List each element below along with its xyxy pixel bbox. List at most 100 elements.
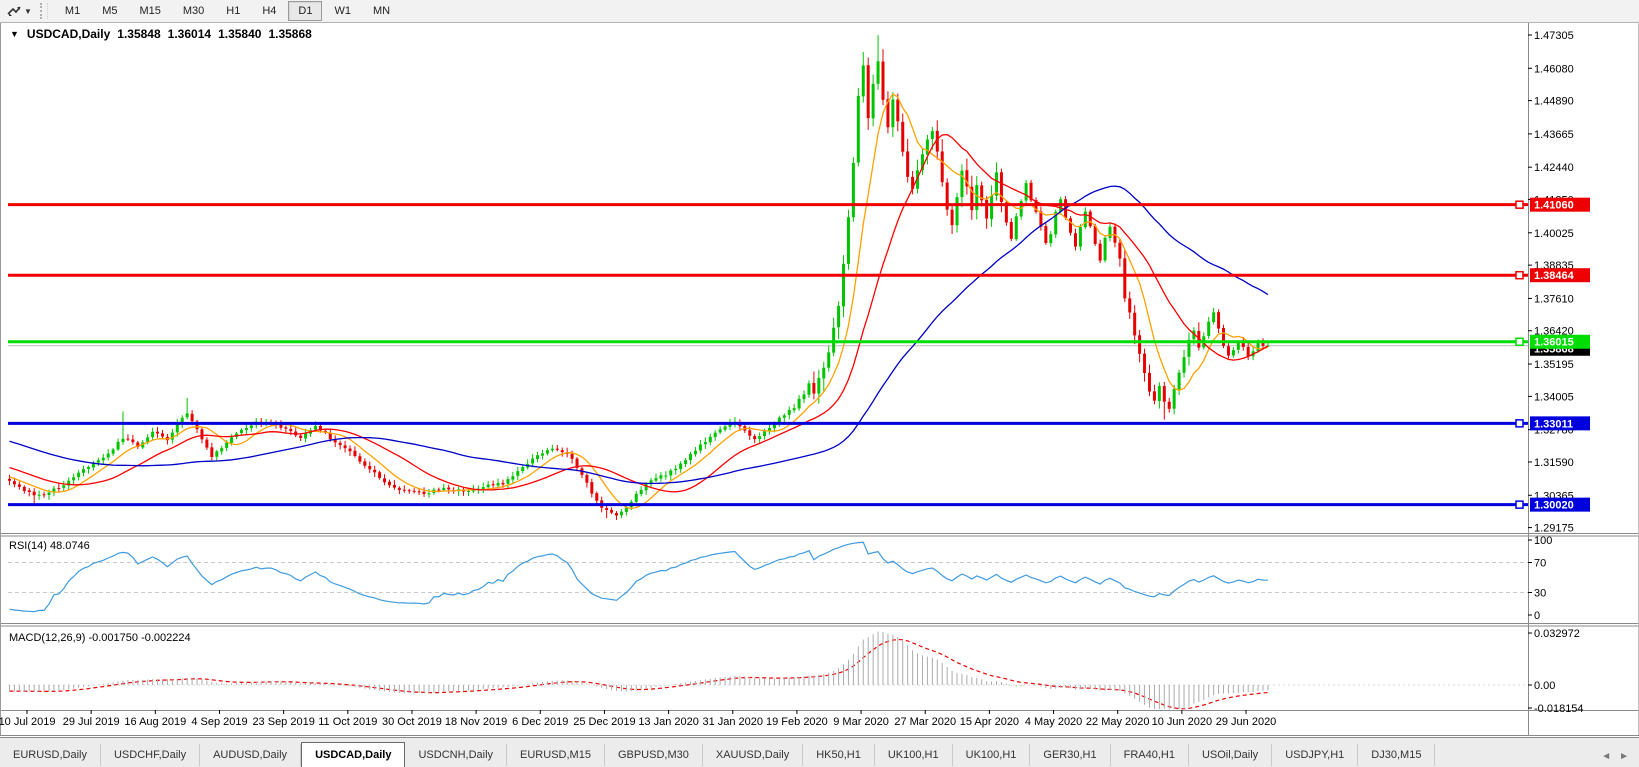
chevron-down-icon[interactable]: ▼ [24,6,32,16]
svg-text:18 Nov 2019: 18 Nov 2019 [445,716,507,728]
level-line-1.33011[interactable]: 1.33011 [8,416,1590,431]
svg-text:10 Jul 2019: 10 Jul 2019 [0,716,55,728]
level-line-1.41060[interactable]: 1.41060 [8,197,1590,212]
svg-text:16 Aug 2019: 16 Aug 2019 [124,716,186,728]
level-line-1.38464[interactable]: 1.38464 [8,268,1590,283]
svg-text:1.43665: 1.43665 [1534,129,1574,141]
svg-text:100: 100 [1534,535,1552,547]
bottom-tab-DJ30-M15[interactable]: DJ30,M15 [1358,744,1436,766]
rsi-label: RSI(14) 48.0746 [9,540,90,552]
svg-text:31 Jan 2020: 31 Jan 2020 [702,716,763,728]
rsi-pane: 100 70 30 0 [8,535,1552,622]
svg-text:27 Mar 2020: 27 Mar 2020 [894,716,956,728]
date-axis: 10 Jul 2019 29 Jul 2019 16 Aug 2019 4 Sep 2… [0,710,1276,728]
current-price-line: 1.35868 [8,341,1590,356]
svg-text:0: 0 [1534,610,1540,622]
svg-text:1.46080: 1.46080 [1534,63,1574,75]
chart-tab-bar: EURUSD,Daily USDCHF,Daily AUDUSD,Daily USDC… [0,737,1639,767]
svg-text:23 Sep 2019: 23 Sep 2019 [252,716,314,728]
svg-text:30: 30 [1534,588,1546,600]
chart-shift-icon[interactable] [4,2,24,20]
chart-symbol-ohlc: ▼ USDCAD,Daily 1.35848 1.36014 1.35840 1… [10,27,312,41]
macd-pane: 0.032972 0.00 -0.018154 [8,628,1584,715]
timeframe-button-H1[interactable]: H1 [226,5,241,17]
svg-text:6 Dec 2019: 6 Dec 2019 [512,716,568,728]
svg-text:1.36015: 1.36015 [1534,337,1574,349]
timeframe-button-M5[interactable]: M5 [102,5,118,17]
svg-text:-0.018154: -0.018154 [1534,703,1584,715]
svg-text:22 May 2020: 22 May 2020 [1086,716,1150,728]
candles-layer [8,35,1270,520]
svg-text:1.29175: 1.29175 [1534,523,1574,535]
chevron-down-icon[interactable]: ▼ [10,29,19,39]
ma-mid-line [9,133,1269,493]
svg-text:4 May 2020: 4 May 2020 [1025,716,1082,728]
rsi-line [9,541,1268,613]
svg-text:1.34005: 1.34005 [1534,391,1574,403]
pane-frame [0,22,1639,736]
bottom-tab-GBPUSD-M30[interactable]: GBPUSD,M30 [604,744,703,766]
timeframe-button-D1[interactable]: D1 [288,1,323,21]
bottom-tab-USOil-Daily[interactable]: USOil,Daily [1188,744,1273,766]
tab-scroll-right-icon[interactable]: ► [1619,751,1629,762]
toolbar-grip [39,3,48,19]
svg-text:1.40025: 1.40025 [1534,228,1574,240]
ohlc-low: 1.35840 [218,27,262,41]
timeframe-button-M30[interactable]: M30 [182,5,205,17]
tab-scroll-arrows: ◄ ► [1601,751,1629,762]
timeframe-button-M1[interactable]: M1 [64,5,81,17]
svg-text:1.37610: 1.37610 [1534,293,1574,305]
chart-canvas[interactable]: 1.473051.460801.448901.436651.424401.412… [0,22,1639,736]
timeframe-button-MN[interactable]: MN [372,5,391,17]
bottom-tab-GER30-H1[interactable]: GER30,H1 [1030,744,1111,766]
ma-slow-line [9,185,1269,485]
svg-text:70: 70 [1534,558,1546,570]
bottom-tab-EURUSD-M15[interactable]: EURUSD,M15 [507,744,605,766]
svg-text:1.42440: 1.42440 [1534,162,1574,174]
svg-text:29 Jul 2019: 29 Jul 2019 [63,716,120,728]
svg-text:11 Oct 2019: 11 Oct 2019 [318,716,377,728]
level-line-1.30020[interactable]: 1.30020 [8,497,1590,512]
bottom-tab-XAUUSD-Daily[interactable]: XAUUSD,Daily [702,744,804,766]
bottom-tab-UK100-H1[interactable]: UK100,H1 [874,744,953,766]
ohlc-high: 1.36014 [167,27,212,41]
tab-scroll-left-icon[interactable]: ◄ [1601,751,1612,762]
bottom-tab-HK50-H1[interactable]: HK50,H1 [803,744,875,766]
timeframe-button-M15[interactable]: M15 [139,5,161,17]
svg-text:19 Feb 2020: 19 Feb 2020 [766,716,828,728]
bottom-tab-USDCNH-Daily[interactable]: USDCNH,Daily [405,744,508,766]
bottom-tab-FRA40-H1[interactable]: FRA40,H1 [1110,744,1189,766]
price-axis: 1.473051.460801.448901.436651.424401.412… [1528,30,1574,535]
timeframe-toolbar: ▼ M1 M5 M15 M30 H1 H4 D1 W1 MN [0,0,1639,23]
svg-text:1.35195: 1.35195 [1534,359,1574,371]
bottom-tab-EURUSD-Daily[interactable]: EURUSD,Daily [0,744,101,766]
svg-text:30 Oct 2019: 30 Oct 2019 [382,716,442,728]
bottom-tab-USDCAD-Daily[interactable]: USDCAD,Daily [301,742,406,767]
bottom-tab-USDJPY-H1[interactable]: USDJPY,H1 [1272,744,1359,766]
macd-signal-line [9,638,1268,710]
svg-text:9 Mar 2020: 9 Mar 2020 [833,716,889,728]
macd-histogram [9,631,1269,709]
bottom-tab-USDCHF-Daily[interactable]: USDCHF,Daily [100,744,201,766]
level-line-1.36015[interactable]: 1.36015 [8,334,1590,349]
svg-text:1.44890: 1.44890 [1534,96,1574,108]
svg-text:29 Jun 2020: 29 Jun 2020 [1216,716,1277,728]
bottom-tab-AUDUSD-Daily[interactable]: AUDUSD,Daily [200,744,302,766]
svg-text:1.41060: 1.41060 [1534,200,1574,212]
svg-text:1.38464: 1.38464 [1534,270,1575,282]
timeframe-button-H4[interactable]: H4 [262,5,277,17]
svg-text:1.36420: 1.36420 [1534,326,1574,338]
svg-text:0.00: 0.00 [1534,680,1555,692]
timeframe-buttons: M1 M5 M15 M30 H1 H4 D1 W1 MN [54,1,401,21]
chart-symbol: USDCAD,Daily [26,27,111,41]
macd-label: MACD(12,26,9) -0.001750 -0.002224 [9,632,191,644]
timeframe-button-W1[interactable]: W1 [334,5,351,17]
bottom-tab-UK100-H1[interactable]: UK100,H1 [952,744,1031,766]
svg-text:10 Jun 2020: 10 Jun 2020 [1152,716,1213,728]
svg-text:1.47305: 1.47305 [1534,30,1574,42]
svg-text:4 Sep 2019: 4 Sep 2019 [191,716,247,728]
svg-text:1.30020: 1.30020 [1534,500,1574,512]
svg-text:1.33011: 1.33011 [1534,418,1573,430]
svg-text:15 Apr 2020: 15 Apr 2020 [960,716,1019,728]
